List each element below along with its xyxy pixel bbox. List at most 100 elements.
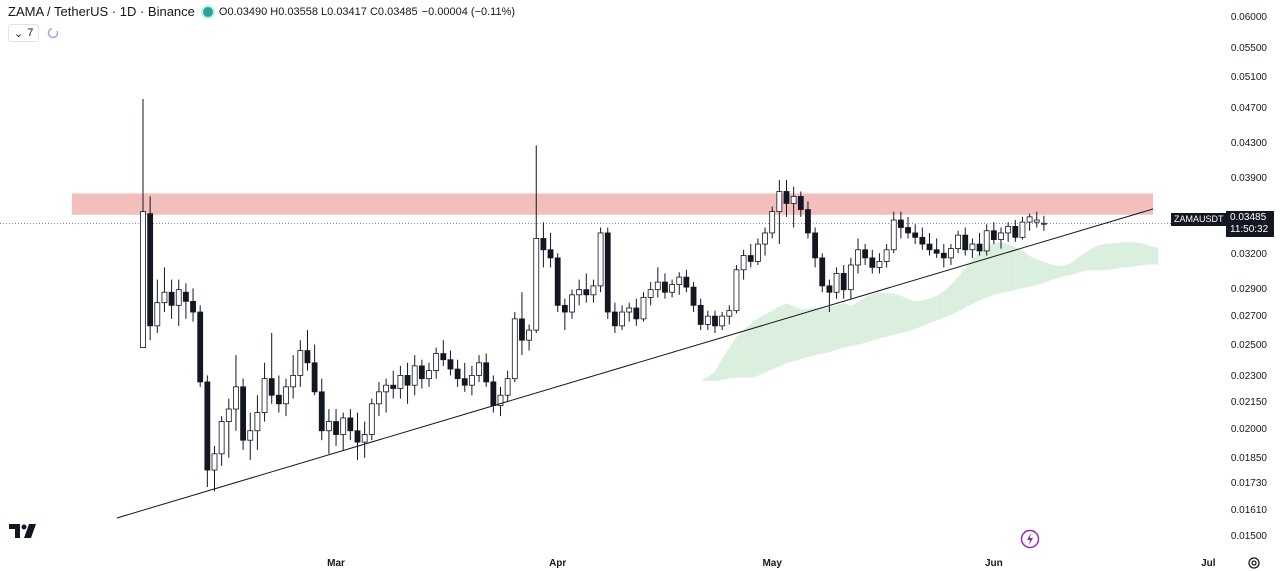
candle-body[interactable] (383, 384, 390, 393)
candle-body[interactable] (726, 310, 733, 317)
symbol-title[interactable]: ZAMA / TetherUS · 1D · Binance (8, 4, 195, 19)
candle-body[interactable] (519, 318, 525, 341)
lightning-icon[interactable] (1020, 529, 1040, 549)
candle-body[interactable] (640, 297, 647, 320)
candle-body[interactable] (876, 261, 883, 268)
candle-body[interactable] (847, 264, 854, 291)
candle-body[interactable] (976, 243, 983, 252)
candle-body[interactable] (290, 375, 297, 388)
candle-body[interactable] (147, 213, 154, 327)
candle-body[interactable] (805, 209, 811, 234)
candle-body[interactable] (912, 232, 919, 238)
candle-body[interactable] (1019, 221, 1026, 238)
candle-body[interactable] (168, 291, 175, 306)
candle-body[interactable] (554, 257, 561, 306)
candle-body[interactable] (433, 353, 440, 372)
candle-body[interactable] (955, 234, 961, 250)
candle-body[interactable] (890, 219, 897, 251)
candle-body[interactable] (812, 232, 818, 259)
candle-body[interactable] (898, 219, 904, 228)
candle-body[interactable] (468, 375, 475, 386)
candle-body[interactable] (647, 289, 654, 298)
candle-body[interactable] (197, 311, 204, 383)
candle-body[interactable] (175, 289, 182, 306)
candle-body[interactable] (633, 307, 640, 320)
candle-body[interactable] (304, 350, 311, 364)
candle-body[interactable] (933, 249, 940, 254)
candle-body[interactable] (218, 421, 225, 455)
candle-body[interactable] (418, 365, 425, 380)
candle-body[interactable] (940, 252, 947, 259)
candle-body[interactable] (776, 191, 783, 213)
candle-body[interactable] (719, 315, 726, 327)
candle-body[interactable] (597, 232, 604, 287)
settings-gear-icon[interactable] (1247, 556, 1261, 570)
candle-body[interactable] (604, 232, 611, 313)
candle-body[interactable] (669, 284, 675, 293)
candle-body[interactable] (697, 304, 704, 325)
candle-body[interactable] (440, 353, 447, 361)
candle-body[interactable] (140, 211, 146, 348)
candle-body[interactable] (998, 232, 1004, 240)
candle-body[interactable] (154, 302, 161, 327)
candle-body[interactable] (733, 269, 740, 312)
candle-body[interactable] (368, 403, 375, 435)
candle-body[interactable] (790, 196, 797, 204)
candle-body[interactable] (1026, 216, 1033, 223)
candle-body[interactable] (540, 238, 547, 251)
candle-body[interactable] (948, 248, 954, 259)
candle-body[interactable] (1041, 222, 1047, 225)
candle-body[interactable] (755, 243, 761, 262)
candle-body[interactable] (762, 232, 768, 245)
candle-body[interactable] (569, 294, 575, 313)
candle-body[interactable] (626, 307, 633, 313)
resistance-zone[interactable] (71, 193, 1154, 215)
candle-body[interactable] (268, 378, 275, 396)
candle-body[interactable] (311, 362, 318, 393)
candle-body[interactable] (325, 421, 332, 432)
candle-body[interactable] (590, 285, 597, 296)
candle-body[interactable] (275, 394, 282, 405)
candle-body[interactable] (490, 381, 497, 406)
candle-body[interactable] (211, 453, 218, 471)
candle-body[interactable] (690, 286, 697, 306)
candle-body[interactable] (819, 257, 826, 287)
candle-body[interactable] (361, 434, 368, 443)
candle-body[interactable] (576, 289, 583, 296)
candle-body[interactable] (869, 257, 876, 268)
candle-body[interactable] (905, 227, 911, 234)
candle-body[interactable] (654, 281, 661, 291)
candle-body[interactable] (161, 291, 168, 304)
candle-body[interactable] (182, 291, 189, 302)
candle-body[interactable] (283, 386, 289, 405)
candle-body[interactable] (426, 370, 432, 380)
candle-body[interactable] (769, 211, 776, 234)
candle-body[interactable] (533, 238, 540, 331)
candle-body[interactable] (1033, 219, 1040, 223)
candle-body[interactable] (833, 273, 840, 293)
candle-body[interactable] (712, 315, 718, 327)
candle-body[interactable] (740, 255, 747, 271)
candle-body[interactable] (619, 311, 625, 327)
candle-body[interactable] (504, 378, 511, 396)
candle-body[interactable] (662, 281, 668, 293)
candle-body[interactable] (1012, 226, 1019, 238)
candle-body[interactable] (1005, 226, 1012, 234)
candle-body[interactable] (990, 230, 997, 240)
candle-body[interactable] (747, 255, 754, 262)
candle-body[interactable] (797, 196, 804, 210)
candle-body[interactable] (704, 315, 711, 325)
candle-body[interactable] (840, 273, 847, 291)
candle-body[interactable] (447, 359, 454, 370)
candle-body[interactable] (919, 236, 926, 245)
candle-body[interactable] (204, 381, 211, 471)
candle-body[interactable] (855, 249, 861, 266)
candle-body[interactable] (333, 421, 339, 435)
candle-body[interactable] (969, 243, 976, 251)
candle-body[interactable] (261, 378, 268, 413)
candle-body[interactable] (318, 391, 325, 432)
candle-body[interactable] (411, 365, 418, 386)
candle-body[interactable] (583, 289, 590, 296)
candle-body[interactable] (511, 318, 518, 380)
